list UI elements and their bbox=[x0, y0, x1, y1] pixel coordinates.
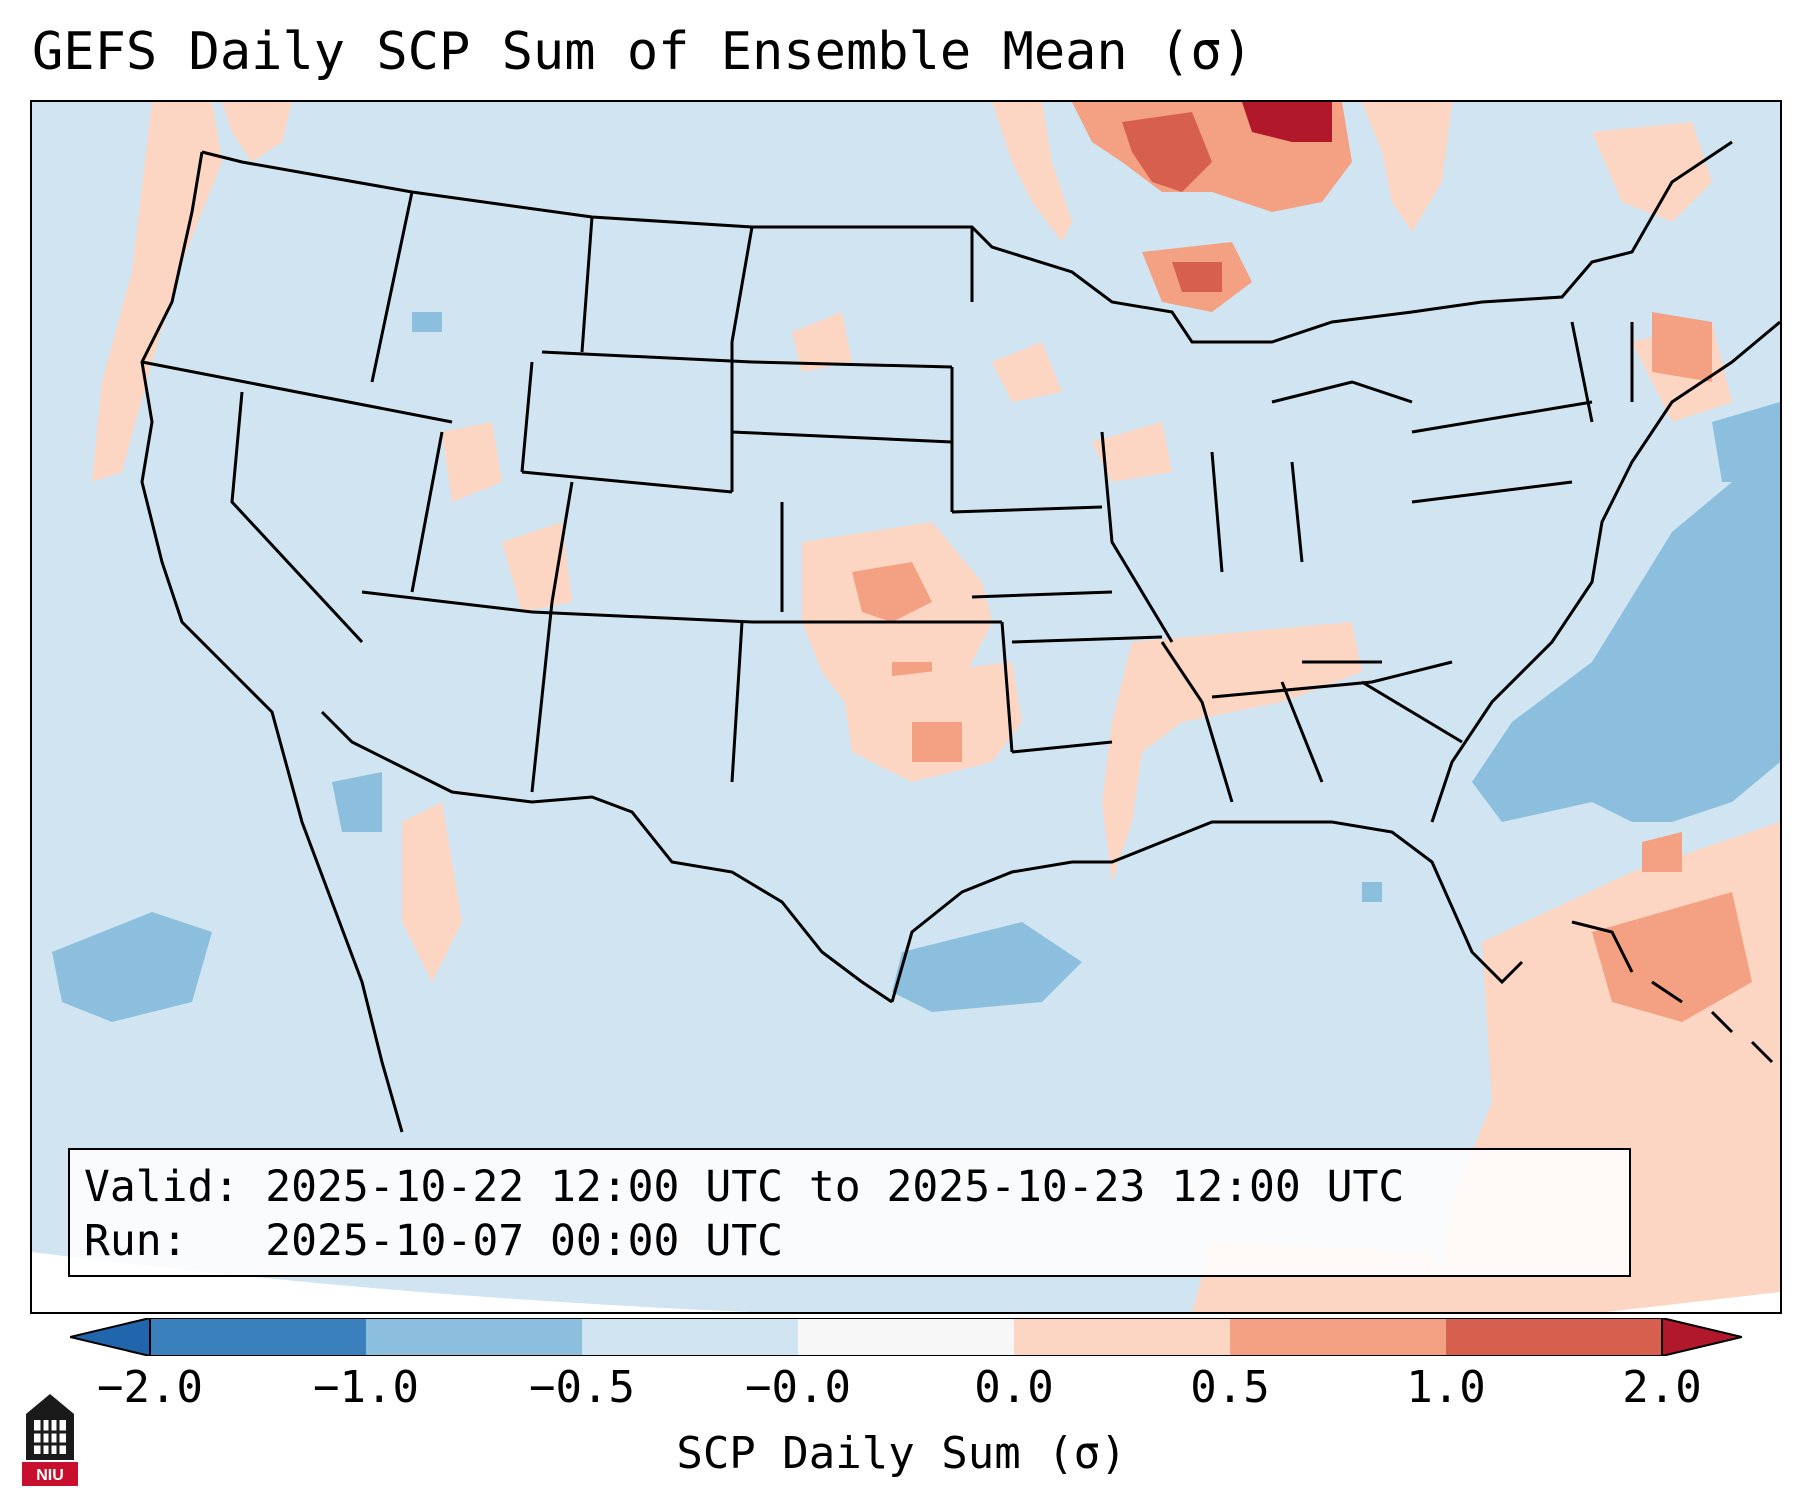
colorbar-bin-3 bbox=[582, 1318, 798, 1356]
colorbar-outline bbox=[149, 1318, 1663, 1356]
colorbar-tick-label: 1.0 bbox=[1406, 1362, 1486, 1413]
colorbar bbox=[70, 1318, 1742, 1356]
colorbar-bin-1 bbox=[150, 1318, 366, 1356]
colorbar-bin-5 bbox=[1014, 1318, 1230, 1356]
patch-gulf-of-mexico bbox=[892, 922, 1082, 1012]
colorbar-under-triangle bbox=[70, 1318, 151, 1356]
west-coast bbox=[140, 151, 404, 1133]
colorbar-label: SCP Daily Sum (σ) bbox=[676, 1428, 1127, 1479]
colorbar-bin-2 bbox=[366, 1318, 582, 1356]
logo-text: NIU bbox=[36, 1467, 64, 1484]
caribbean-islands bbox=[1571, 920, 1774, 1064]
map-panel bbox=[30, 100, 1782, 1314]
colorbar-tick-label: 0.0 bbox=[974, 1362, 1054, 1413]
valid-run-info-box: Valid: 2025-10-22 12:00 UTC to 2025-10-2… bbox=[68, 1148, 1631, 1277]
colorbar-tick-label: −0.0 bbox=[745, 1362, 851, 1413]
colorbar-bin-4 bbox=[798, 1318, 1014, 1356]
niu-logo: NIU bbox=[22, 1394, 78, 1486]
colorbar-bin-7 bbox=[1446, 1318, 1662, 1356]
colorbar-over-triangle bbox=[1661, 1318, 1742, 1356]
run-line: Run: 2025-10-07 00:00 UTC bbox=[84, 1216, 783, 1266]
us-canada-border bbox=[201, 140, 1733, 344]
colorbar-tick-label: 0.5 bbox=[1190, 1362, 1270, 1413]
boundary-lines bbox=[140, 140, 1780, 1133]
colorbar-bin-6 bbox=[1230, 1318, 1446, 1356]
east-coast bbox=[1430, 320, 1780, 823]
colorbar-tick-label: −1.0 bbox=[313, 1362, 419, 1413]
map-title: GEFS Daily SCP Sum of Ensemble Mean (σ) bbox=[32, 22, 1253, 82]
patch-tennessee-valley bbox=[1102, 622, 1362, 882]
patch-eastern-pacific bbox=[52, 912, 212, 1022]
patch-western-atlantic bbox=[1472, 462, 1780, 822]
colorbar-tick-label: 2.0 bbox=[1622, 1362, 1702, 1413]
gulf-coast bbox=[890, 820, 1524, 1003]
negative-anomaly-patches bbox=[52, 312, 1780, 1022]
patch-pacific-nw-coast bbox=[92, 102, 222, 482]
colorbar-tick-label: −0.5 bbox=[529, 1362, 635, 1413]
valid-line: Valid: 2025-10-22 12:00 UTC to 2025-10-2… bbox=[84, 1162, 1405, 1212]
patch-ontario-core bbox=[1122, 112, 1212, 192]
positive-anomaly-patches bbox=[92, 102, 1780, 1312]
us-mexico-border bbox=[320, 710, 893, 1004]
colorbar-tick-label: −2.0 bbox=[97, 1362, 203, 1413]
map-svg bbox=[32, 102, 1780, 1312]
